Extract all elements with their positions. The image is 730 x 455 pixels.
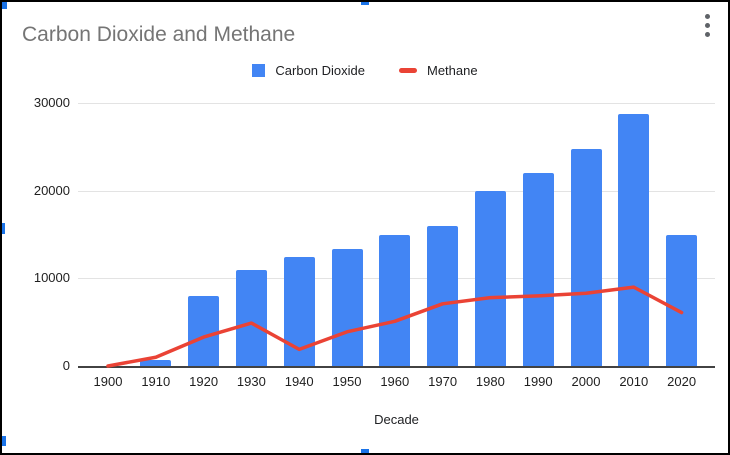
legend-label-methane: Methane	[427, 62, 478, 78]
chart-legend: Carbon Dioxide Methane	[2, 62, 728, 78]
legend-item-carbon-dioxide: Carbon Dioxide	[252, 63, 365, 78]
y-axis-tick-label: 20000	[33, 182, 70, 198]
selection-handle-bottom-left[interactable]	[2, 436, 6, 446]
x-axis-tick-label: 1900	[93, 374, 123, 389]
bar-1970	[427, 225, 459, 366]
bar-1990	[522, 173, 554, 366]
x-axis-tick-label: 1990	[523, 374, 553, 389]
x-axis-tick-label: 2010	[619, 374, 649, 389]
x-axis-tick-label: 2000	[571, 374, 601, 389]
x-axis-tick-label: 1980	[475, 374, 505, 389]
gridline-30000	[78, 103, 715, 105]
chart-title: Carbon Dioxide and Methane	[22, 23, 296, 46]
chart-options-menu-button[interactable]	[694, 9, 720, 41]
y-axis-tick-label: 30000	[33, 95, 70, 111]
y-axis-tick-label: 10000	[33, 270, 70, 286]
bar-1980	[474, 190, 506, 366]
bar-2000	[570, 148, 602, 366]
legend-swatch-methane	[399, 67, 417, 73]
x-axis-tick-label: 1970	[428, 374, 458, 389]
legend-item-methane: Methane	[399, 63, 478, 78]
selection-handle-top-left[interactable]	[2, 2, 7, 9]
y-axis-tick-label: 0	[62, 358, 70, 373]
x-axis-tick-label: 1950	[332, 374, 362, 389]
selection-handle-top-center[interactable]	[361, 2, 369, 5]
x-axis-tick-label: 1930	[236, 374, 266, 389]
legend-swatch-carbon-dioxide	[252, 63, 266, 77]
x-axis-tick-label: 1940	[284, 374, 314, 389]
bar-1950	[331, 249, 363, 366]
kebab-menu-icon	[704, 13, 710, 37]
legend-label-carbon-dioxide: Carbon Dioxide	[275, 62, 365, 78]
selection-handle-middle-left[interactable]	[2, 223, 5, 234]
x-axis-title: Decade	[374, 412, 419, 427]
bar-1960	[379, 234, 411, 366]
selection-handle-bottom-center[interactable]	[361, 449, 369, 453]
bar-1930	[235, 269, 267, 366]
bar-2020	[666, 234, 698, 366]
bar-1920	[188, 295, 220, 366]
x-axis-tick-label: 1960	[380, 374, 410, 389]
x-axis-tick-label: 1920	[189, 374, 219, 389]
bar-1940	[283, 257, 315, 366]
bar-1910	[140, 359, 172, 366]
x-axis-tick-label: 2020	[667, 374, 697, 389]
gridline-20000	[78, 190, 715, 192]
bar-2010	[618, 113, 650, 366]
x-axis-tick-label: 1910	[141, 374, 171, 389]
